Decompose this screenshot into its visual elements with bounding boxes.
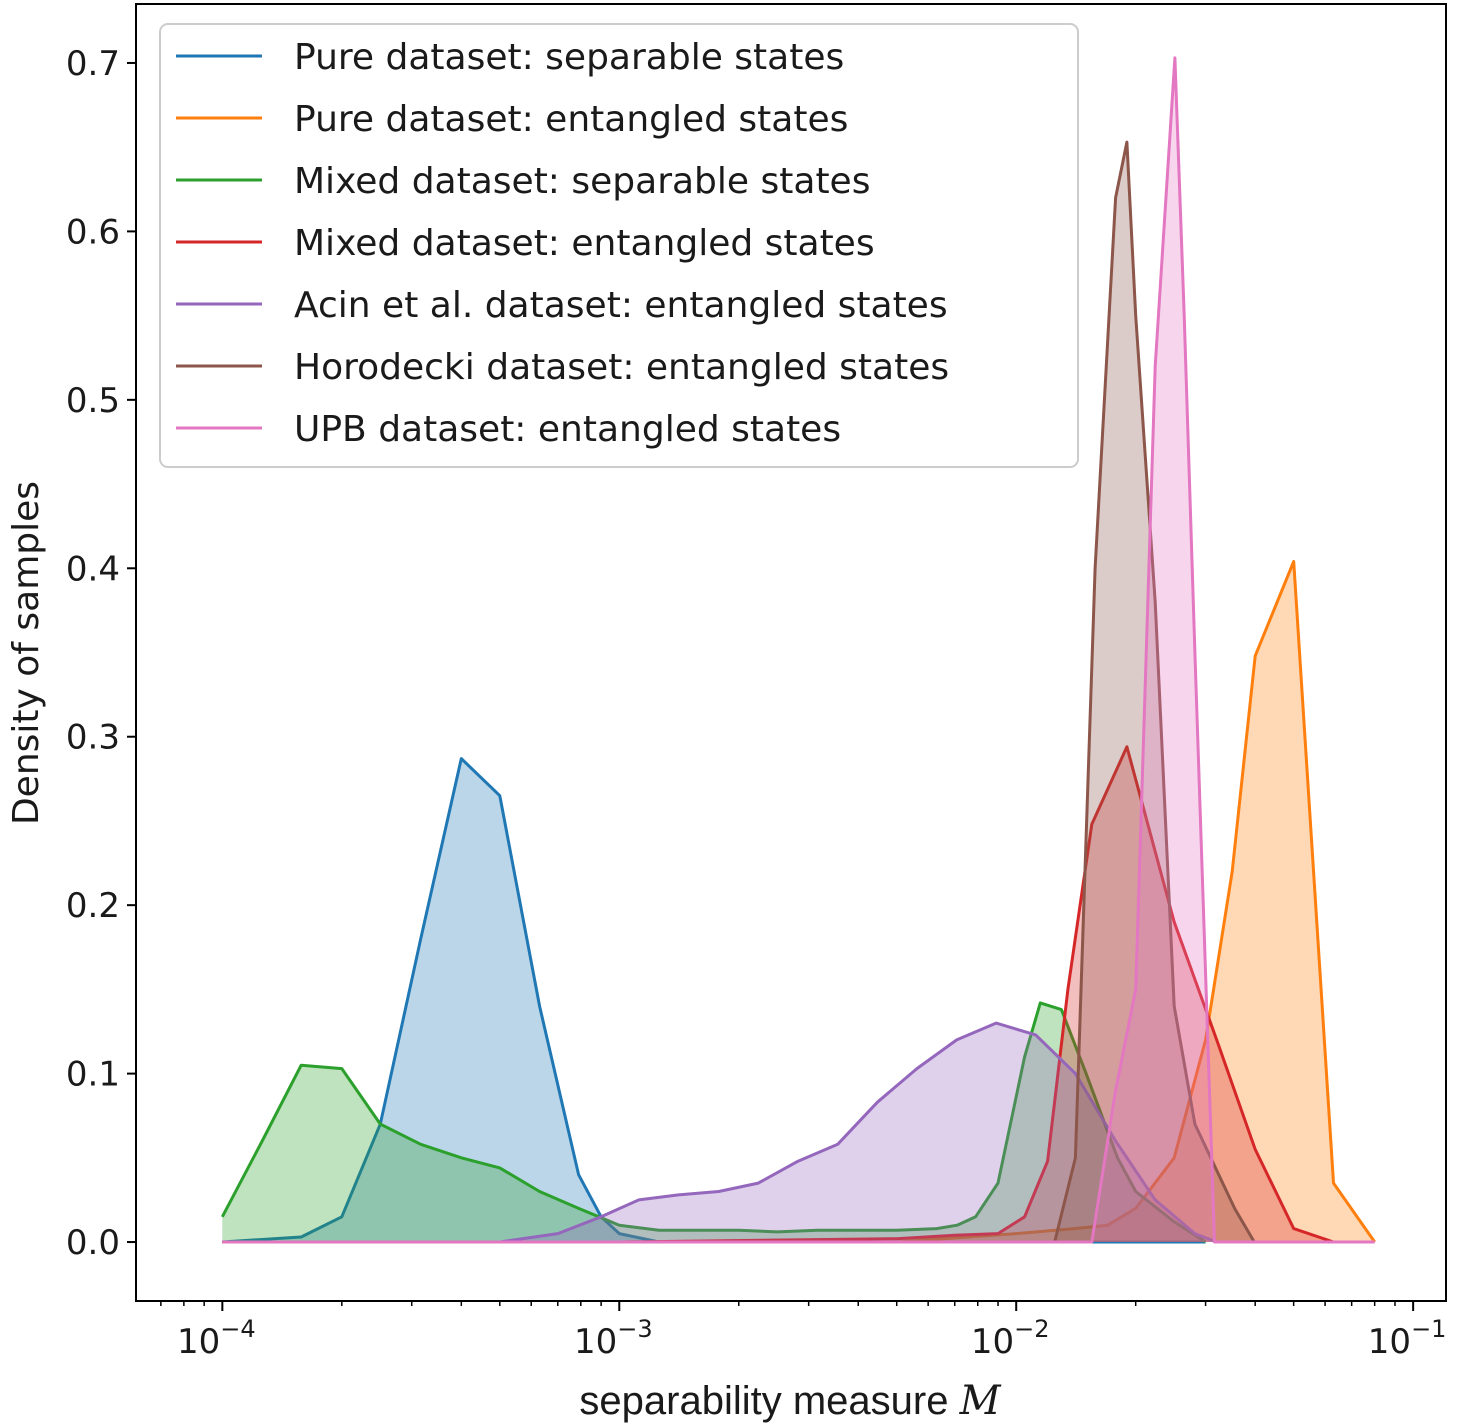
legend-entry-3: Mixed dataset: separable states <box>176 161 870 202</box>
x-tick-base: 10 <box>971 1322 1014 1362</box>
y-tick-label: 0.5 <box>66 381 120 421</box>
y-tick-label: 0.4 <box>66 549 120 589</box>
y-tick-label: 0.0 <box>66 1223 120 1263</box>
y-axis-label: Density of samples <box>6 481 47 825</box>
legend-entry-2: Pure dataset: entangled states <box>176 99 848 140</box>
x-tick-base: 10 <box>177 1322 220 1362</box>
x-tick-label: 10−4 <box>177 1315 256 1362</box>
y-tick-label: 0.7 <box>66 44 120 84</box>
x-axis-label-text: separability measure <box>579 1379 948 1423</box>
x-tick-base: 10 <box>1368 1322 1411 1362</box>
series-2-fill <box>222 561 1375 1242</box>
legend-label: Pure dataset: entangled states <box>294 99 848 140</box>
legend-entry-7: UPB dataset: entangled states <box>176 409 841 450</box>
legend-entry-4: Mixed dataset: entangled states <box>176 223 875 264</box>
legend-label: Horodecki dataset: entangled states <box>294 347 949 388</box>
y-tick-label: 0.6 <box>66 212 120 252</box>
legend-label: Acin et al. dataset: entangled states <box>294 285 948 326</box>
legend-label: Pure dataset: separable states <box>294 37 844 78</box>
y-tick-label: 0.3 <box>66 718 120 758</box>
series-7 <box>222 56 1375 1244</box>
x-tick-exponent: −4 <box>220 1315 255 1343</box>
series-layer <box>220 56 1376 1244</box>
series-1-fill <box>222 758 1206 1242</box>
legend-label: UPB dataset: entangled states <box>294 409 841 450</box>
y-axis: 0.0 0.1 0.2 0.3 0.4 0.5 0.6 0.7 <box>66 44 136 1263</box>
series-3-fill <box>222 1002 1206 1242</box>
series-4-line <box>222 745 1334 1244</box>
x-tick-label: 10−3 <box>574 1315 653 1362</box>
y-tick-label: 0.1 <box>66 1055 120 1095</box>
legend-entry-1: Pure dataset: separable states <box>176 37 844 78</box>
legend-box <box>159 23 1079 468</box>
legend-label: Mixed dataset: entangled states <box>294 223 875 264</box>
x-tick-label: 10−1 <box>1368 1315 1447 1362</box>
legend-label: Mixed dataset: separable states <box>294 161 870 202</box>
legend: Pure dataset: separable states Pure datas… <box>159 23 1079 468</box>
x-tick-exponent: −1 <box>1411 1315 1446 1343</box>
legend-entries: Pure dataset: separable states Pure datas… <box>176 37 949 450</box>
x-tick-label: 10−2 <box>971 1315 1050 1362</box>
y-tick-label: 0.2 <box>66 886 120 926</box>
x-axis: 10−4 10−3 10−2 10−1 <box>160 1301 1447 1362</box>
legend-entry-5: Acin et al. dataset: entangled states <box>176 285 948 326</box>
legend-entry-6: Horodecki dataset: entangled states <box>176 347 949 388</box>
series-5-fill <box>222 1023 1217 1242</box>
series-6-fill <box>222 142 1255 1243</box>
x-tick-exponent: −3 <box>617 1315 652 1343</box>
x-tick-base: 10 <box>574 1322 617 1362</box>
x-axis-label-symbol: M <box>959 1378 1002 1424</box>
series-4-fill <box>222 746 1334 1242</box>
x-axis-label: separability measure M <box>579 1378 1001 1424</box>
x-tick-exponent: −2 <box>1014 1315 1049 1343</box>
series-4 <box>222 745 1334 1244</box>
series-7-line <box>222 56 1375 1244</box>
plot-frame <box>135 3 1447 1302</box>
